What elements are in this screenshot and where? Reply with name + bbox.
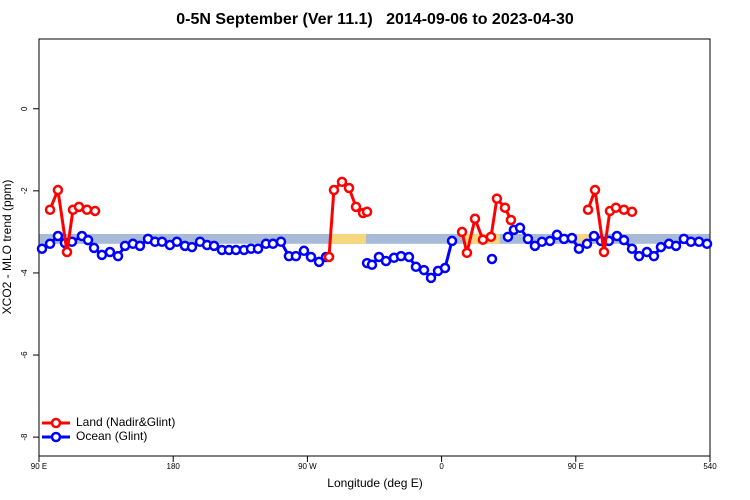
data-point (655, 241, 667, 253)
data-point (52, 184, 64, 196)
data-point (208, 240, 220, 252)
y-tick-label: -8 (20, 433, 29, 441)
legend-marker (50, 431, 62, 443)
x-tick-label: 90 E (31, 462, 47, 471)
data-point (670, 240, 682, 252)
data-point (44, 204, 56, 215)
data-point (275, 236, 287, 248)
data-point (502, 231, 514, 243)
data-point (104, 246, 116, 258)
data-point (96, 249, 108, 261)
y-tick-label: -2 (20, 187, 29, 195)
x-tick-label: 90 E (568, 462, 584, 471)
data-point (439, 262, 451, 274)
legend-marker (50, 417, 62, 429)
data-point (418, 264, 430, 276)
legend-label: Land (Nadir&Glint) (76, 415, 175, 429)
data-point (626, 206, 638, 218)
data-point (350, 201, 362, 213)
data-point (582, 204, 594, 215)
data-point (544, 235, 556, 247)
data-point (701, 238, 713, 250)
data-point (589, 184, 601, 196)
data-point (522, 233, 534, 245)
y-tick-label: 0 (20, 106, 29, 111)
data-point (328, 184, 340, 196)
data-point (323, 251, 335, 263)
data-point (588, 230, 600, 242)
data-point (491, 193, 503, 204)
data-point (477, 234, 489, 245)
x-tick-label: 540 (703, 462, 717, 471)
ocean-band (39, 233, 710, 244)
data-point (648, 250, 660, 262)
x-tick-label: 180 (167, 462, 181, 471)
data-point (446, 235, 458, 247)
data-point (230, 244, 242, 256)
data-point (366, 259, 378, 270)
data-point (336, 176, 348, 188)
legend-label: Ocean (Glint) (76, 429, 147, 443)
data-point (514, 222, 526, 234)
data-point (626, 243, 638, 254)
data-point (305, 251, 317, 263)
data-point (61, 246, 73, 258)
y-tick-label: -4 (20, 269, 29, 277)
data-point (134, 240, 146, 252)
data-point (290, 250, 302, 262)
data-point (380, 255, 392, 267)
data-point (499, 202, 511, 213)
data-point (685, 236, 697, 248)
data-point (82, 234, 94, 246)
data-point (112, 250, 124, 262)
data-point (610, 202, 622, 213)
data-point (89, 205, 101, 217)
data-point (361, 206, 373, 218)
data-point (425, 272, 437, 284)
data-point (456, 226, 468, 238)
data-point (461, 247, 473, 259)
y-tick-label: -6 (20, 351, 29, 359)
x-axis-label: Longitude (deg E) (327, 476, 422, 490)
data-point (36, 243, 48, 254)
data-point (573, 243, 585, 254)
data-point (298, 245, 310, 257)
data-point (536, 236, 548, 248)
land-band (329, 233, 367, 244)
data-point (186, 241, 198, 253)
data-point (267, 238, 279, 250)
data-point (566, 232, 578, 244)
data-point (485, 231, 497, 243)
data-point (469, 213, 481, 225)
data-point (403, 251, 415, 263)
y-axis-label: XCO2 - MLO trend (ppm) (0, 180, 14, 315)
data-point (88, 242, 100, 254)
data-point (73, 201, 85, 213)
x-tick-label: 0 (439, 462, 444, 471)
data-point (410, 261, 422, 273)
data-point (81, 204, 93, 215)
data-point (581, 238, 593, 250)
data-point (44, 238, 56, 250)
data-point (598, 246, 610, 258)
x-tick-label: 90 W (298, 462, 317, 471)
data-point (52, 230, 64, 242)
data-point (505, 214, 517, 226)
data-point (313, 256, 325, 268)
data-point (693, 236, 705, 248)
data-point (486, 253, 498, 265)
chart-title: 0-5N September (Ver 11.1) 2014-09-06 to … (176, 11, 574, 28)
data-point (618, 204, 630, 215)
data-point (252, 243, 264, 254)
data-point (171, 236, 183, 248)
data-point (633, 250, 645, 262)
data-point (343, 182, 355, 194)
land-band (577, 233, 590, 244)
data-point (618, 234, 630, 246)
